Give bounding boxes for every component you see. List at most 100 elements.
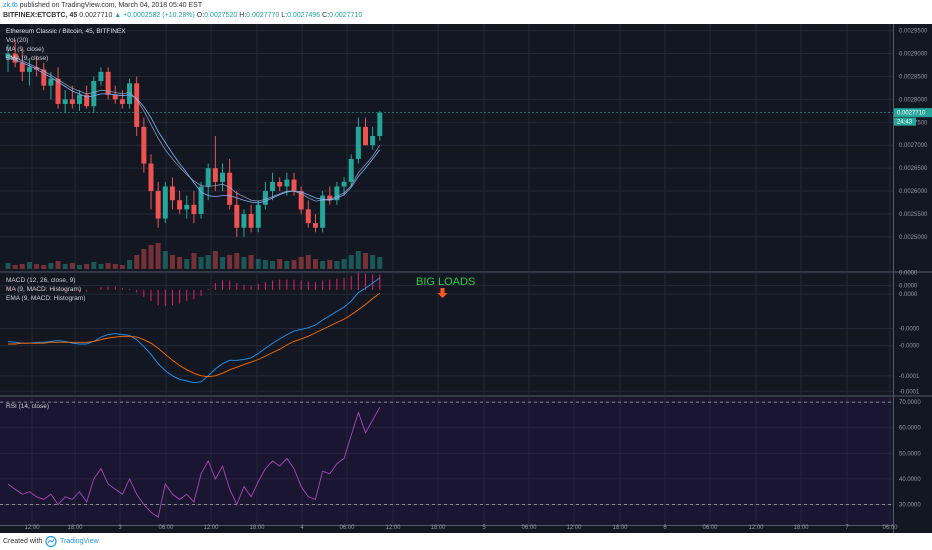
low-label: L: [281,12,288,19]
candle-body [91,81,97,107]
last-price: 0.0027710 [79,12,113,19]
rsi-tick-label: 70.0000 [899,400,921,406]
volume-bar [84,264,90,269]
rsi-tick-label: 50.0000 [899,451,921,457]
volume-bar [327,260,333,269]
macd-tick-label: -0.0001 [899,374,920,380]
macd-tick-label: -0.0001 [899,389,920,395]
macd-legend[interactable]: MACD (12, 26, close, 9) [6,277,76,284]
volume-bar [277,259,283,269]
header-bar: zk.tb published on TradingView.com, Marc… [0,0,932,24]
volume-bar [291,260,297,269]
candle-body [305,209,311,224]
volume-bar [305,255,311,269]
volume-bar [5,263,11,269]
ma-legend[interactable]: MA (9, close) [6,46,44,53]
candle-body [370,136,376,146]
candle-body [162,186,168,219]
main-chart-title: Ethereum Classic / Bitcoin, 45, BITFINEX [6,28,126,35]
open-label: O: [196,12,205,19]
x-tick-label: 3 [118,525,122,531]
macd-tick-label: -0.0000 [899,327,920,333]
arrow-down-icon [437,288,448,298]
price-tick-label: 0.0026500 [899,166,928,172]
macd-series [7,272,381,384]
price-tick-label: 0.0026000 [899,189,928,195]
symbol-label: BITFINEX:ETCBTC, 45 [3,12,78,19]
chart-canvas[interactable]: 12:00 18:00 3 06:00 12:00 18:00 4 06:00 12:00 18:… [0,24,932,533]
candle-body [62,99,68,104]
candle-body [284,179,290,187]
candle-body [184,204,190,210]
candle-body [105,71,111,95]
candle-body [19,62,25,72]
candle-body [220,172,225,182]
volume-bar [177,257,183,269]
candle-body [48,78,54,86]
published-text: published on TradingView.com, March 04, … [19,2,203,9]
chart-background [0,24,932,533]
volume-bar [355,251,361,269]
price-series [0,39,893,237]
volume-bar [41,265,47,269]
rsi-pane-background [0,397,893,525]
candle-body [26,67,32,72]
candle-body [191,204,197,214]
volume-bar [241,257,247,269]
author-link[interactable]: zk.tb [3,2,18,9]
macd-ema-legend[interactable]: EMA (9, MACD: Histogram) [6,295,86,302]
x-tick-label: 5 [482,525,486,531]
price-badges: 0.0027710 24:43 [894,108,932,126]
candle-body [270,181,276,192]
ema-line [7,55,381,202]
vol-legend[interactable]: Vol (20) [6,37,29,44]
volume-bar [191,253,197,269]
volume-bar [91,262,97,269]
rsi-tick-label: 40.0000 [899,477,921,483]
candle-body [341,181,347,187]
candle-body [155,191,161,219]
volume-bar [26,262,32,269]
price-tick-label: 0.0029000 [899,52,928,58]
price-tick-label: 0.0029500 [899,29,928,35]
volume-bar [119,265,125,269]
ema-legend[interactable]: EMA (9, close) [6,55,49,62]
volume-bar [220,257,225,269]
rsi-line [7,406,381,519]
x-tick-label: 12:00 [566,525,582,531]
volume-bar [370,255,376,269]
rsi-series [0,401,893,519]
tradingview-brand[interactable]: TradingView [60,538,99,545]
x-tick-label: 12:00 [24,525,40,531]
volume-bar [363,253,368,269]
ma-line [7,57,381,204]
volume-bar [162,251,168,269]
candle-body [348,158,354,182]
rsi-legend[interactable]: RSI (14, close) [6,403,49,410]
tradingview-logo-icon[interactable] [44,536,58,547]
price-tick-label: 0.0025000 [899,235,928,241]
volume-bar [212,251,218,269]
candle-body [141,126,147,164]
macd-ma-legend[interactable]: MA (9, MACD: Histogram) [6,286,82,293]
candle-body [127,83,133,104]
candle-body [298,191,304,210]
candle-body [84,94,90,107]
volume-bar [298,257,304,269]
candle-body [241,213,247,228]
volume-bar [62,264,68,269]
axis-labels: 12:00 18:00 3 06:00 12:00 18:00 4 06:00 12:00 18:… [24,29,928,531]
candle-body [255,204,261,228]
x-tick-label: 06:00 [882,525,898,531]
rsi-tick-label: 60.0000 [899,426,921,432]
x-tick-label: 06:00 [702,525,718,531]
volume-bar [284,261,290,269]
candle-body [119,99,125,104]
volume-bars [5,243,383,269]
candle-body [212,168,218,182]
volume-bar [320,261,326,269]
volume-bar [48,263,54,269]
volume-bar [55,261,61,269]
close-value: 0.0027710 [329,12,363,19]
volume-bar [112,264,118,269]
